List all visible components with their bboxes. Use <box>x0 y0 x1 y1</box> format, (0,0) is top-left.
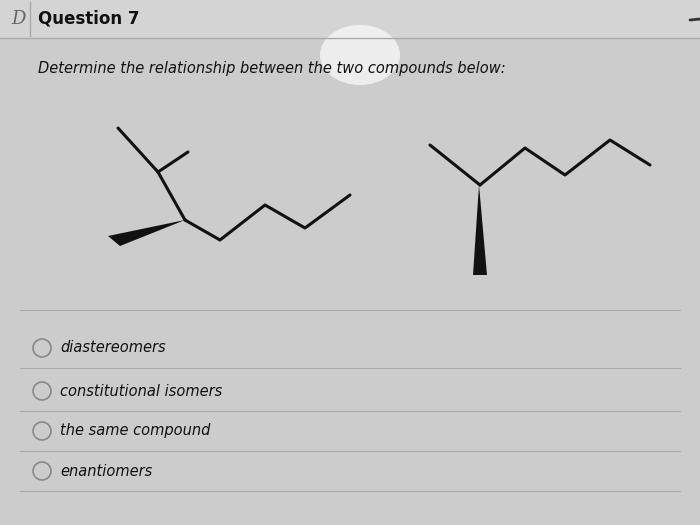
Text: D: D <box>10 10 25 28</box>
Text: diastereomers: diastereomers <box>60 341 166 355</box>
Text: enantiomers: enantiomers <box>60 464 153 478</box>
Text: constitutional isomers: constitutional isomers <box>60 383 223 398</box>
Polygon shape <box>473 185 487 275</box>
Polygon shape <box>108 220 185 246</box>
Ellipse shape <box>320 25 400 85</box>
Text: the same compound: the same compound <box>60 424 211 438</box>
Bar <box>0 0 700 38</box>
Text: Question 7: Question 7 <box>38 10 139 28</box>
Text: Determine the relationship between the two compounds below:: Determine the relationship between the t… <box>38 60 505 76</box>
